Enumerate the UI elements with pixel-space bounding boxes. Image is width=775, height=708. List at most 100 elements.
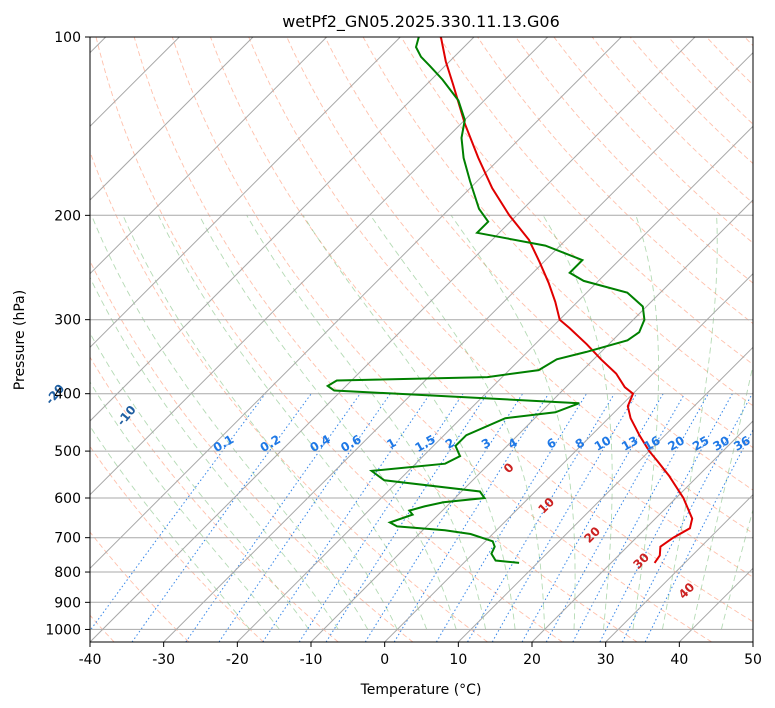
- mixing-ratio-line: [599, 393, 733, 642]
- mixing-ratio-line: [218, 393, 391, 642]
- dry-adiabat: [744, 37, 753, 47]
- y-tick-label: 500: [54, 444, 81, 460]
- isotherm: [90, 37, 328, 275]
- dry-adiabat: [248, 37, 753, 578]
- isotherm: [605, 493, 753, 642]
- isotherm: [90, 37, 622, 570]
- moist-adiabat: [302, 215, 516, 630]
- chart-title: wetPf2_GN05.2025.330.11.13.G06: [282, 12, 560, 32]
- mixing-ratio-label: 2: [443, 435, 457, 451]
- mixing-ratio-line: [545, 393, 686, 642]
- dry-adiabat: [90, 259, 414, 642]
- y-tick-label: 200: [54, 208, 81, 224]
- isotherm: [90, 37, 549, 496]
- x-tick-label: 30: [597, 652, 615, 668]
- isotherm: [310, 199, 753, 642]
- dry-adiabat: [90, 531, 190, 642]
- dry-adiabat: [667, 37, 753, 125]
- isotherm: [90, 37, 696, 642]
- dewpoint-line: [325, 37, 646, 564]
- moist-adiabat: [691, 363, 753, 630]
- dry-adiabat: [705, 37, 753, 86]
- grid-layer: [90, 24, 775, 642]
- dry-adiabat: [324, 37, 753, 491]
- mixing-ratio-line: [491, 393, 637, 642]
- x-tick-label: -20: [226, 652, 249, 668]
- dry-adiabat: [90, 445, 264, 642]
- y-tick-label: 1000: [45, 622, 81, 638]
- moist-adiabat: [91, 215, 369, 630]
- x-tick-label: -30: [152, 652, 175, 668]
- dry-adiabat: [95, 37, 563, 642]
- plot-frame: [89, 36, 754, 643]
- moist-adiabat: [661, 215, 718, 630]
- mixing-ratio-label: 6: [544, 435, 558, 451]
- isotherm: [457, 346, 753, 642]
- x-tick-label: -10: [300, 652, 323, 668]
- y-tick-label: 900: [54, 595, 81, 611]
- dry-adiabat: [171, 37, 712, 642]
- dry-adiabat: [90, 356, 339, 642]
- moist-adiabat: [720, 508, 753, 630]
- moist-adiabat: [90, 381, 280, 630]
- x-axis-label: Temperature (°C): [360, 682, 482, 698]
- isotherm: [90, 37, 475, 422]
- dry-adiabat: [770, 24, 775, 642]
- mixing-ratio-label: 4: [506, 435, 520, 451]
- isotherm: [384, 272, 753, 642]
- mixing-ratio-line: [298, 393, 464, 642]
- moist-adiabat: [90, 332, 310, 630]
- mixing-ratio-line: [131, 393, 312, 642]
- mixing-ratio-line: [467, 393, 615, 642]
- y-tick-label: 700: [54, 531, 81, 547]
- dry-adiabat: [286, 37, 753, 534]
- mixing-ratio-line: [393, 393, 550, 642]
- mixing-ratio-label: 3: [479, 435, 493, 451]
- mixing-ratio-line: [644, 428, 753, 642]
- y-tick-label: 800: [54, 565, 81, 581]
- y-tick-label: 300: [54, 313, 81, 329]
- isotherm: [752, 641, 753, 642]
- mixing-ratio-line: [521, 393, 664, 642]
- dry-adiabat: [591, 37, 753, 204]
- isotherm: [90, 37, 254, 201]
- x-tick-label: -40: [79, 652, 102, 668]
- dry-adiabat: [400, 37, 753, 407]
- dry-adiabat: [515, 37, 753, 284]
- x-axis: -40 -30 -20 -10 0 10 20 30 40 50: [79, 642, 762, 668]
- x-tick-label: 40: [670, 652, 688, 668]
- y-axis: 100 200 300 400 500 600 700 800 900 1000: [45, 30, 90, 638]
- mixing-ratio-line: [262, 393, 431, 642]
- y-tick-label: 400: [54, 387, 81, 403]
- mixing-ratio-label: 1: [384, 435, 398, 451]
- x-tick-label: 10: [449, 652, 467, 668]
- moist-adiabat-label: 40: [676, 580, 698, 602]
- dry-adiabat: [133, 37, 638, 642]
- profile-layer: [325, 37, 694, 564]
- moist-adiabat-label: 0: [501, 460, 517, 476]
- x-tick-label: 50: [744, 652, 762, 668]
- isotherm: [90, 37, 401, 349]
- moist-adiabat: [246, 215, 487, 630]
- mixing-ratio-line: [435, 393, 587, 642]
- mixing-ratio-line: [325, 393, 488, 642]
- mixing-ratio-line: [185, 393, 361, 642]
- moist-adiabat: [157, 215, 428, 630]
- x-tick-label: 20: [523, 652, 541, 668]
- mixing-ratio-line: [364, 393, 524, 642]
- x-tick-label: 0: [380, 652, 389, 668]
- y-tick-label: 100: [54, 30, 81, 46]
- mixing-ratio-line: [90, 393, 266, 632]
- dry-adiabat: [477, 37, 753, 325]
- dry-adiabat: [438, 37, 753, 365]
- y-axis-label: Pressure (hPa): [12, 290, 28, 390]
- isotherm: [236, 125, 753, 642]
- isotherm: [678, 567, 753, 642]
- y-tick-label: 600: [54, 491, 81, 507]
- moist-adiabat: [122, 215, 398, 630]
- temperature-line: [439, 37, 694, 564]
- isotherm: [163, 51, 753, 642]
- mixing-ratio-line: [572, 393, 709, 642]
- isotherm: [531, 420, 753, 642]
